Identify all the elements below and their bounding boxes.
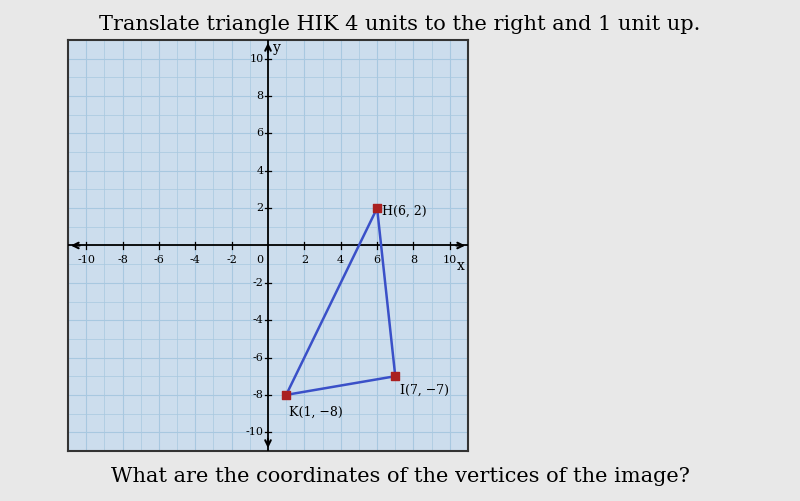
Text: 2: 2 (256, 203, 263, 213)
Text: 4: 4 (337, 255, 344, 265)
Text: 8: 8 (256, 91, 263, 101)
Text: What are the coordinates of the vertices of the image?: What are the coordinates of the vertices… (110, 467, 690, 486)
Point (280, 391, 293, 399)
Text: 10: 10 (250, 54, 263, 64)
Text: y: y (273, 41, 281, 55)
Text: 6: 6 (374, 255, 381, 265)
Text: -10: -10 (246, 427, 263, 437)
Text: H(6, 2): H(6, 2) (382, 204, 426, 217)
Text: -10: -10 (77, 255, 95, 265)
Text: -4: -4 (190, 255, 201, 265)
Text: -2: -2 (226, 255, 237, 265)
Text: Translate triangle HIK 4 units to the right and 1 unit up.: Translate triangle HIK 4 units to the ri… (99, 15, 701, 34)
Text: x: x (457, 259, 465, 273)
Text: 6: 6 (256, 128, 263, 138)
Text: 10: 10 (442, 255, 457, 265)
Text: 2: 2 (301, 255, 308, 265)
Text: -4: -4 (253, 315, 263, 325)
Text: I(7, −7): I(7, −7) (400, 384, 449, 397)
Text: -2: -2 (253, 278, 263, 288)
Text: 0: 0 (256, 255, 263, 265)
Text: -8: -8 (253, 390, 263, 400)
Text: 4: 4 (256, 166, 263, 176)
Point (370, 204, 383, 212)
Point (389, 372, 402, 380)
Text: K(1, −8): K(1, −8) (289, 406, 342, 419)
Text: -6: -6 (154, 255, 164, 265)
Text: 8: 8 (410, 255, 417, 265)
Text: -6: -6 (253, 353, 263, 363)
Text: -8: -8 (117, 255, 128, 265)
